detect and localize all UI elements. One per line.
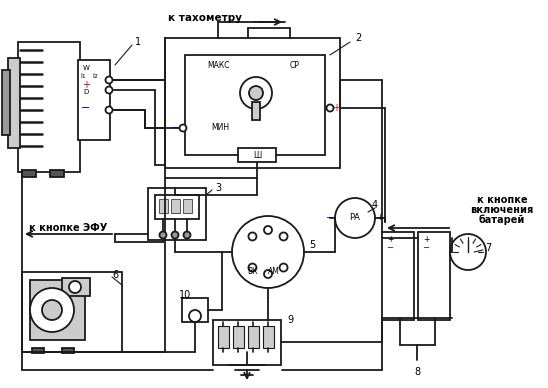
Text: включения: включения <box>470 205 534 215</box>
Bar <box>238 148 276 162</box>
Text: АМ: АМ <box>268 267 280 277</box>
Circle shape <box>189 310 201 322</box>
Bar <box>382 232 414 320</box>
Bar <box>218 326 229 348</box>
Bar <box>50 170 64 177</box>
Text: МАКС: МАКС <box>207 61 229 69</box>
Text: батарей: батарей <box>479 215 525 225</box>
Circle shape <box>106 106 112 114</box>
Circle shape <box>30 288 74 332</box>
Text: 8: 8 <box>414 367 420 377</box>
Text: 7: 7 <box>485 243 491 253</box>
Circle shape <box>450 234 486 270</box>
Bar <box>148 188 206 240</box>
Text: СР: СР <box>290 61 300 69</box>
Circle shape <box>249 86 263 100</box>
Bar <box>185 55 325 155</box>
Circle shape <box>232 216 304 288</box>
Bar <box>8 58 20 148</box>
Text: 2: 2 <box>355 33 361 43</box>
Bar <box>22 170 36 177</box>
Bar <box>183 199 192 213</box>
Bar <box>18 42 80 172</box>
Bar <box>252 102 260 120</box>
Circle shape <box>264 270 272 278</box>
Text: 1: 1 <box>135 37 141 47</box>
Bar <box>155 195 199 219</box>
Circle shape <box>279 232 288 241</box>
Text: 9: 9 <box>287 315 293 325</box>
Bar <box>2 70 10 135</box>
Bar <box>213 320 281 365</box>
Text: Ĩ2: Ĩ2 <box>92 73 98 78</box>
Circle shape <box>248 232 256 241</box>
Text: W: W <box>83 65 89 71</box>
Text: к кнопке ЭФУ: к кнопке ЭФУ <box>29 223 107 233</box>
Bar <box>78 60 110 140</box>
Circle shape <box>42 300 62 320</box>
Text: к тахометру: к тахометру <box>168 13 242 23</box>
Text: ВК: ВК <box>247 267 257 277</box>
Text: −: − <box>326 213 334 223</box>
Bar <box>32 348 44 353</box>
Text: 4: 4 <box>372 200 378 210</box>
Circle shape <box>240 77 272 109</box>
Text: РА: РА <box>350 213 361 222</box>
Bar <box>159 199 168 213</box>
Circle shape <box>106 87 112 94</box>
Text: −: − <box>81 103 90 113</box>
Circle shape <box>184 232 191 239</box>
Circle shape <box>327 104 334 111</box>
Text: −: − <box>170 123 180 133</box>
Circle shape <box>172 232 179 239</box>
Text: +: + <box>82 80 90 90</box>
Text: 10: 10 <box>179 290 191 300</box>
Text: +: + <box>376 213 384 222</box>
Circle shape <box>279 263 288 272</box>
Text: 3: 3 <box>215 183 221 193</box>
Text: +: + <box>423 236 429 244</box>
Bar <box>248 326 259 348</box>
Bar <box>22 272 122 352</box>
Text: D: D <box>83 89 89 95</box>
Circle shape <box>69 281 81 293</box>
Text: МИН: МИН <box>211 123 229 132</box>
Text: 5: 5 <box>309 240 315 250</box>
Bar <box>418 232 450 320</box>
Circle shape <box>248 263 256 272</box>
Circle shape <box>159 232 167 239</box>
Bar <box>165 38 340 168</box>
Text: Ш: Ш <box>253 151 261 159</box>
Text: −: − <box>386 244 393 253</box>
Bar <box>171 199 180 213</box>
Bar <box>62 348 74 353</box>
Circle shape <box>106 76 112 83</box>
Circle shape <box>180 125 186 132</box>
Text: −: − <box>423 244 430 253</box>
Text: 6: 6 <box>112 270 118 280</box>
Bar <box>62 278 90 296</box>
Text: Ĩ1: Ĩ1 <box>80 73 86 78</box>
Bar <box>182 298 208 322</box>
Bar <box>263 326 274 348</box>
Circle shape <box>264 226 272 234</box>
Text: к кнопке: к кнопке <box>477 195 527 205</box>
Bar <box>30 280 85 340</box>
Text: +: + <box>332 103 340 113</box>
Text: +: + <box>387 236 393 244</box>
Circle shape <box>335 198 375 238</box>
Bar <box>233 326 244 348</box>
